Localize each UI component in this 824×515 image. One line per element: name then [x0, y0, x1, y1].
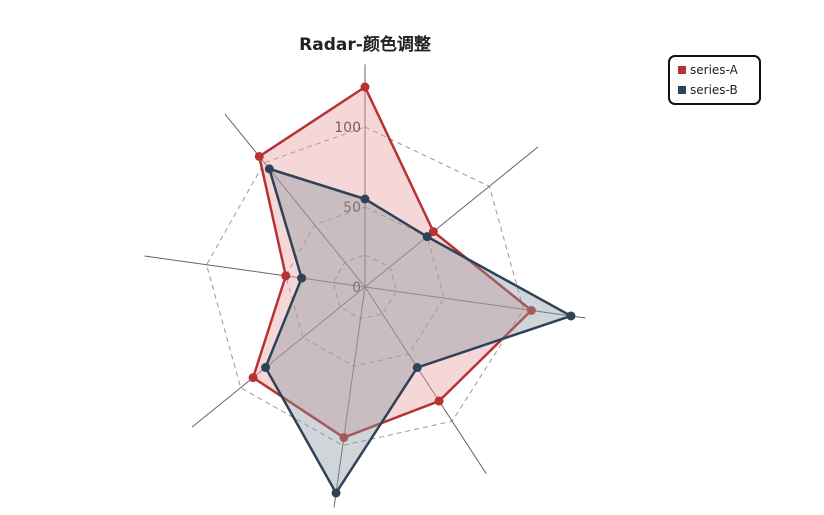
- data-point[interactable]: [281, 271, 291, 281]
- legend-label[interactable]: series-B: [690, 83, 738, 97]
- data-point[interactable]: [360, 82, 370, 92]
- data-point[interactable]: [297, 273, 307, 283]
- legend-swatch: [678, 86, 686, 94]
- data-point[interactable]: [526, 305, 536, 315]
- data-point[interactable]: [360, 194, 370, 204]
- legend[interactable]: series-A series-B: [668, 55, 761, 105]
- axis-line: [364, 146, 539, 288]
- data-point[interactable]: [254, 151, 264, 161]
- legend-box: [668, 55, 761, 105]
- axis-line: [224, 113, 366, 288]
- data-point[interactable]: [339, 433, 349, 443]
- data-point[interactable]: [248, 373, 258, 383]
- tick-label: 50: [343, 200, 361, 216]
- series-series-B: [261, 164, 576, 498]
- tick-label: 100: [334, 120, 361, 136]
- legend-swatch: [678, 66, 686, 74]
- radar-axes: [144, 64, 586, 508]
- data-point[interactable]: [566, 311, 576, 321]
- axis-line: [191, 286, 366, 428]
- data-point[interactable]: [261, 363, 271, 373]
- axis-line: [364, 286, 487, 474]
- grid-ring: [206, 126, 524, 446]
- radar-tick-labels: 0 50 100: [334, 120, 361, 296]
- radar-series: [248, 82, 576, 498]
- axis-line: [364, 286, 586, 319]
- data-point[interactable]: [331, 488, 341, 498]
- data-point[interactable]: [422, 232, 432, 242]
- legend-label[interactable]: series-A: [690, 63, 739, 77]
- axis-line: [144, 255, 366, 288]
- data-point[interactable]: [264, 164, 274, 174]
- tick-label: 0: [352, 280, 361, 296]
- chart-title: Radar-颜色调整: [299, 34, 431, 55]
- data-point[interactable]: [434, 396, 444, 406]
- data-point[interactable]: [428, 227, 438, 237]
- axis-line: [333, 286, 366, 508]
- data-point[interactable]: [412, 363, 422, 373]
